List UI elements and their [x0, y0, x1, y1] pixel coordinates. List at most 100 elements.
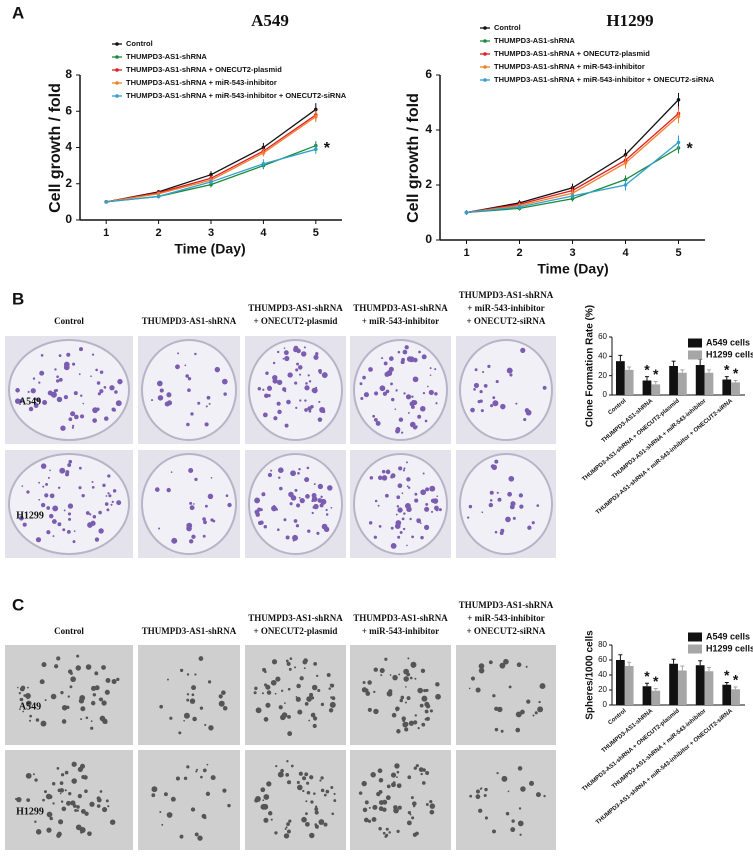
- colony: [38, 381, 41, 384]
- legend-swatch-dot: [483, 78, 487, 82]
- colony: [116, 677, 120, 682]
- colony: [166, 812, 173, 818]
- colony: [189, 501, 193, 505]
- significance-mark: *: [653, 366, 659, 382]
- colony: [171, 537, 178, 544]
- colony: [310, 800, 314, 804]
- colony: [317, 417, 323, 422]
- colony: [206, 395, 211, 400]
- legend-label: H1299 cells: [706, 349, 753, 359]
- colony: [285, 773, 290, 777]
- colony: [287, 687, 291, 691]
- colony: [178, 731, 182, 735]
- panel-label: B: [12, 289, 24, 308]
- colony: [408, 720, 414, 726]
- colony: [386, 784, 391, 789]
- x-tick-label: 5: [675, 247, 681, 259]
- colony: [384, 493, 389, 498]
- colony: [321, 372, 328, 379]
- colony: [66, 352, 71, 357]
- colony: [311, 387, 318, 394]
- colony: [102, 807, 108, 813]
- colony: [42, 485, 45, 488]
- colony: [89, 513, 92, 516]
- colony: [106, 508, 110, 512]
- colony: [478, 667, 485, 674]
- colony: [404, 345, 409, 350]
- colony: [425, 688, 429, 692]
- colony: [194, 832, 199, 837]
- colony: [367, 707, 372, 712]
- colony: [278, 476, 281, 479]
- colony: [374, 391, 379, 396]
- colony: [202, 768, 207, 773]
- colony: [87, 831, 92, 837]
- legend-swatch-dot: [483, 65, 487, 69]
- significance-mark: *: [644, 361, 650, 377]
- colony: [303, 346, 306, 349]
- colony: [72, 540, 76, 544]
- colony: [388, 356, 394, 361]
- colony: [422, 392, 426, 395]
- bar: [722, 379, 732, 395]
- colony: [394, 523, 401, 529]
- point: [676, 97, 681, 102]
- colony: [378, 806, 384, 812]
- column-header: + miR-543-inhibitor: [467, 303, 544, 313]
- colony: [263, 525, 268, 529]
- colony: [112, 489, 117, 493]
- colony: [368, 521, 373, 525]
- colony: [179, 834, 184, 839]
- y-tick-label: 0: [603, 390, 608, 399]
- colony: [158, 527, 161, 530]
- colony: [164, 401, 170, 407]
- legend-label: THUMPD3-AS1-shRNA: [126, 52, 207, 61]
- colony: [396, 495, 401, 500]
- colony: [477, 400, 481, 404]
- bar: [615, 361, 625, 395]
- colony: [57, 486, 61, 490]
- colony: [92, 418, 97, 423]
- colony: [483, 793, 487, 798]
- colony: [325, 789, 330, 794]
- colony: [407, 775, 412, 780]
- colony: [323, 526, 330, 533]
- colony: [368, 806, 371, 809]
- colony: [391, 397, 395, 402]
- colony: [418, 350, 421, 354]
- colony: [373, 535, 377, 539]
- colony: [285, 659, 289, 663]
- colony: [18, 515, 24, 521]
- y-tick-label: 60: [598, 655, 607, 664]
- column-header: THUMPD3-AS1-shRNA: [248, 613, 343, 623]
- colony: [397, 535, 401, 539]
- colony: [107, 492, 110, 495]
- colony: [34, 778, 38, 782]
- colony: [80, 763, 86, 769]
- panel-label: C: [12, 595, 24, 614]
- colony: [22, 710, 25, 713]
- colony: [197, 835, 203, 841]
- significance-mark: *: [733, 365, 739, 381]
- colony: [186, 693, 190, 696]
- colony: [301, 816, 307, 823]
- colony: [277, 771, 284, 778]
- colony: [262, 412, 268, 418]
- legend-swatch-dot: [115, 68, 119, 72]
- colony: [74, 809, 78, 812]
- bar: [642, 686, 652, 705]
- colony: [543, 794, 546, 798]
- colony: [273, 416, 278, 421]
- colony: [66, 705, 70, 710]
- colony: [202, 534, 206, 538]
- colony: [474, 384, 477, 387]
- colony: [32, 377, 36, 380]
- colony: [290, 470, 296, 477]
- colony: [98, 528, 104, 534]
- colony: [20, 698, 24, 702]
- colony: [313, 354, 319, 360]
- colony: [405, 461, 408, 464]
- colony: [188, 467, 194, 473]
- colony: [266, 781, 272, 787]
- colony: [80, 808, 86, 814]
